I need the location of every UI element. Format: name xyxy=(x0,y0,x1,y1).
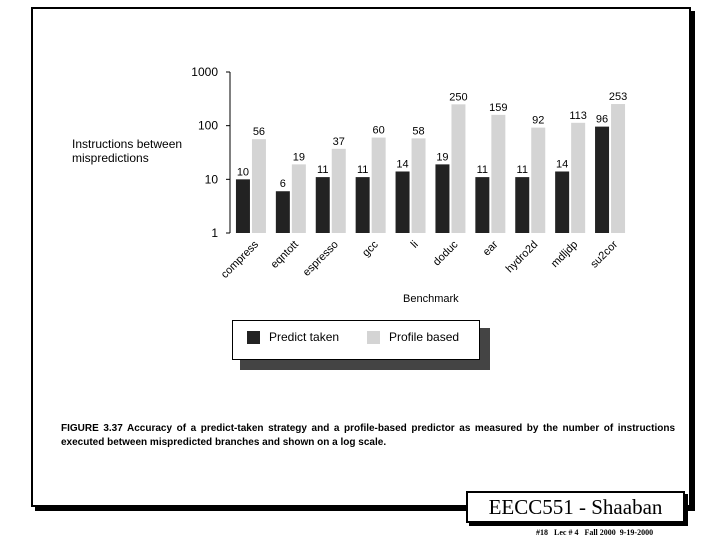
data-label: 37 xyxy=(333,136,345,148)
y-tick-label: 100 xyxy=(198,119,218,133)
x-tick-label: gcc xyxy=(360,238,381,259)
x-tick-label: su2cor xyxy=(588,238,620,270)
data-label: 11 xyxy=(317,164,328,176)
legend-swatch-predict-taken xyxy=(247,331,260,344)
data-label: 10 xyxy=(237,166,249,178)
x-tick-label: espresso xyxy=(301,239,341,279)
data-label: 58 xyxy=(412,125,424,137)
data-label: 60 xyxy=(373,125,385,137)
data-label: 19 xyxy=(436,151,448,163)
bar-profile-based xyxy=(571,122,586,233)
bar-profile-based xyxy=(611,104,626,233)
bar-profile-based xyxy=(371,137,386,233)
x-axis-label: Benchmark xyxy=(403,293,459,305)
x-tick-label: mdljdp xyxy=(549,239,580,270)
figure-caption: FIGURE 3.37 Accuracy of a predict-taken … xyxy=(61,423,675,448)
data-label: 11 xyxy=(477,164,488,176)
bar-predict-taken xyxy=(395,171,410,233)
data-label: 11 xyxy=(357,164,368,176)
data-label: 250 xyxy=(449,91,467,103)
data-label: 56 xyxy=(253,126,265,138)
data-label: 113 xyxy=(569,110,587,122)
x-tick-label: hydro2d xyxy=(504,239,541,276)
data-label: 14 xyxy=(396,158,408,170)
y-tick-label: 10 xyxy=(205,172,219,186)
bar-predict-taken xyxy=(595,126,610,233)
slide-frame xyxy=(31,7,691,507)
data-label: 253 xyxy=(609,91,627,103)
data-label: 11 xyxy=(517,164,528,176)
y-axis-label: Instructions between mispredictions xyxy=(72,137,183,165)
y-tick-label: 1 xyxy=(211,226,218,240)
legend-label-profile-based: Profile based xyxy=(389,330,460,344)
y-tick-label: 1000 xyxy=(191,65,218,79)
data-label: 159 xyxy=(489,102,507,114)
bar-predict-taken xyxy=(315,177,330,233)
bar-predict-taken xyxy=(435,164,450,233)
x-tick-label: doduc xyxy=(431,238,461,268)
data-label: 92 xyxy=(532,115,544,127)
bar-profile-based xyxy=(331,148,346,233)
course-title: EECC551 - Shaaban xyxy=(466,491,685,523)
bar-predict-taken xyxy=(235,179,250,233)
bar-profile-based xyxy=(291,164,306,233)
bar-predict-taken xyxy=(355,177,370,233)
bar-profile-based xyxy=(531,127,546,233)
bar-profile-based xyxy=(451,104,466,234)
bar-predict-taken xyxy=(475,177,490,233)
legend: Predict taken Profile based xyxy=(232,320,480,360)
data-label: 14 xyxy=(556,158,568,170)
data-label: 6 xyxy=(280,178,286,190)
bar-predict-taken xyxy=(515,177,530,233)
x-tick-label: li xyxy=(409,239,421,251)
bar-profile-based xyxy=(251,139,266,233)
data-label: 96 xyxy=(596,114,608,126)
x-tick-label: eqntott xyxy=(269,239,301,271)
x-tick-label: compress xyxy=(219,238,262,281)
bar-profile-based xyxy=(491,114,506,233)
bar-chart: 1000 100 10 1 10 56 compress 6 19 eqntott 11 37 espr… xyxy=(191,65,627,281)
bar-predict-taken xyxy=(555,171,570,233)
data-label: 19 xyxy=(293,151,305,163)
slide-footer: #18 Lec # 4 Fall 2000 9-19-2000 xyxy=(536,528,654,537)
x-tick-label: ear xyxy=(481,238,501,258)
bar-predict-taken xyxy=(275,191,290,233)
legend-label-predict-taken: Predict taken xyxy=(269,330,340,344)
legend-swatch-profile-based xyxy=(367,331,380,344)
bar-profile-based xyxy=(411,138,426,233)
